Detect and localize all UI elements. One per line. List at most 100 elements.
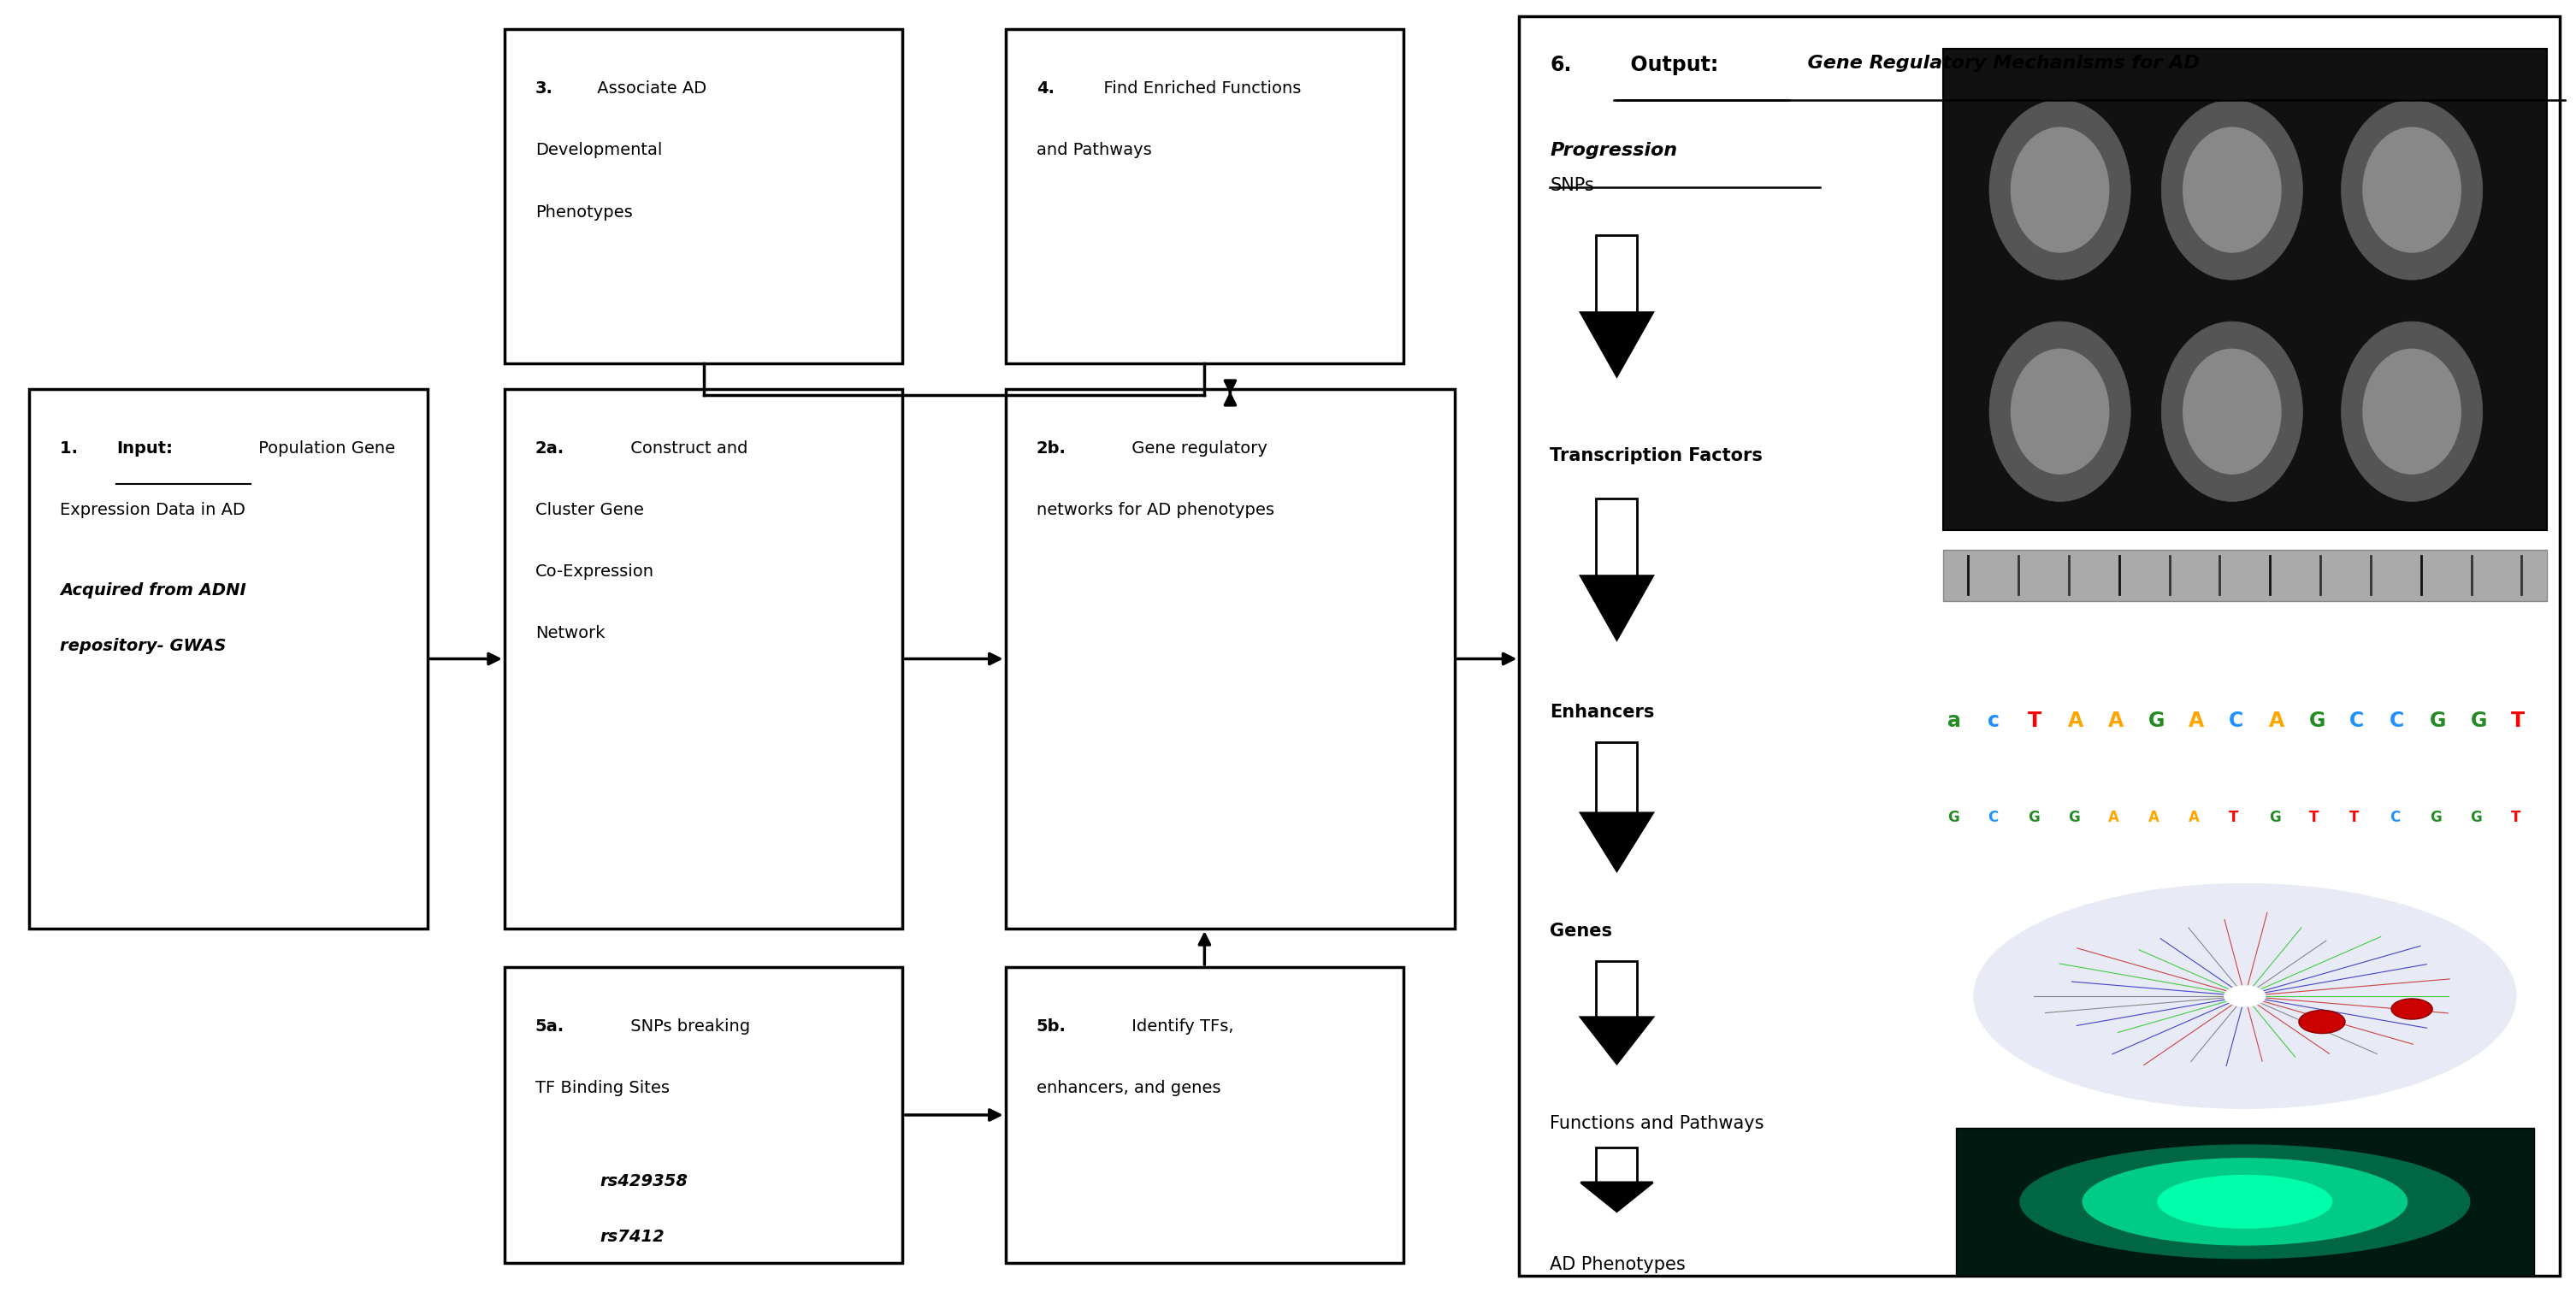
Ellipse shape — [1973, 884, 2517, 1109]
Text: Acquired from ADNI: Acquired from ADNI — [59, 583, 247, 598]
Text: T: T — [2027, 711, 2040, 731]
Ellipse shape — [2362, 349, 2460, 474]
Ellipse shape — [2362, 127, 2460, 253]
Text: Identify TFs,: Identify TFs, — [1126, 1018, 1234, 1035]
Text: A: A — [2190, 711, 2205, 731]
Text: Output:: Output: — [1618, 56, 1718, 75]
Bar — [1942, 49, 2548, 530]
Text: G: G — [2429, 711, 2447, 731]
Text: repository- GWAS: repository- GWAS — [59, 638, 227, 654]
Text: T: T — [2512, 810, 2519, 826]
Polygon shape — [1582, 1017, 1654, 1063]
Text: SNPs breaking: SNPs breaking — [626, 1018, 750, 1035]
Text: Functions and Pathways: Functions and Pathways — [1551, 1115, 1765, 1132]
Text: and Pathways: and Pathways — [1036, 142, 1151, 159]
Text: G: G — [2308, 711, 2326, 731]
Text: Input:: Input: — [116, 441, 173, 456]
Text: Network: Network — [536, 625, 605, 642]
Text: rs429358: rs429358 — [600, 1173, 688, 1189]
Ellipse shape — [2009, 349, 2110, 474]
Text: 1.: 1. — [59, 441, 85, 456]
Text: C: C — [2391, 810, 2401, 826]
Text: C: C — [2228, 711, 2244, 731]
Text: a: a — [1947, 711, 1960, 731]
Text: A: A — [2190, 810, 2200, 826]
Text: A: A — [2107, 711, 2123, 731]
Text: c: c — [1986, 711, 1999, 731]
Text: G: G — [1947, 810, 1958, 826]
Text: T: T — [2308, 810, 2318, 826]
Text: G: G — [2069, 810, 2079, 826]
Bar — [1942, 549, 2548, 601]
Text: 3.: 3. — [536, 80, 554, 97]
Text: Gene regulatory: Gene regulatory — [1126, 441, 1267, 456]
Ellipse shape — [2182, 127, 2282, 253]
Circle shape — [2391, 999, 2432, 1019]
Text: SNPs: SNPs — [1551, 177, 1595, 194]
Bar — [1520, 17, 2561, 1275]
Bar — [1005, 968, 1404, 1262]
Bar — [1942, 633, 2548, 851]
Polygon shape — [1582, 313, 1654, 376]
Bar — [505, 30, 902, 363]
Ellipse shape — [1989, 322, 2130, 501]
Text: G: G — [2470, 711, 2486, 731]
Text: Gene Regulatory Mechanisms for AD: Gene Regulatory Mechanisms for AD — [1793, 56, 2200, 72]
Bar — [1597, 961, 1638, 1017]
Text: Associate AD: Associate AD — [592, 80, 706, 97]
Text: 5b.: 5b. — [1036, 1018, 1066, 1035]
Text: 2b.: 2b. — [1036, 441, 1066, 456]
Ellipse shape — [2161, 322, 2303, 501]
Polygon shape — [1582, 1182, 1654, 1212]
Text: rs7412: rs7412 — [600, 1229, 665, 1244]
Text: AD Phenotypes: AD Phenotypes — [1551, 1256, 1685, 1274]
Text: Expression Data in AD: Expression Data in AD — [59, 503, 245, 518]
Ellipse shape — [2156, 1174, 2331, 1229]
Text: Construct and: Construct and — [626, 441, 747, 456]
Text: C: C — [2391, 711, 2403, 731]
Ellipse shape — [2081, 1158, 2409, 1245]
Text: G: G — [2470, 810, 2483, 826]
Text: T: T — [2228, 810, 2239, 826]
Text: C: C — [1986, 810, 1999, 826]
Bar — [505, 968, 902, 1262]
Text: 6.: 6. — [1551, 56, 1571, 75]
Text: G: G — [2148, 711, 2164, 731]
Text: networks for AD phenotypes: networks for AD phenotypes — [1036, 503, 1275, 518]
Text: G: G — [2269, 810, 2280, 826]
Text: 5a.: 5a. — [536, 1018, 564, 1035]
Text: A: A — [2107, 810, 2120, 826]
Text: A: A — [2148, 810, 2159, 826]
Polygon shape — [1582, 813, 1654, 871]
Bar — [1597, 1147, 1638, 1182]
Polygon shape — [1582, 576, 1654, 640]
Bar — [1597, 235, 1638, 313]
Text: T: T — [2512, 711, 2524, 731]
Text: G: G — [2429, 810, 2442, 826]
Text: TF Binding Sites: TF Binding Sites — [536, 1080, 670, 1097]
Text: Progression: Progression — [1551, 142, 1677, 159]
Text: T: T — [2349, 810, 2360, 826]
Text: C: C — [2349, 711, 2365, 731]
Text: G: G — [2027, 810, 2040, 826]
Ellipse shape — [2342, 322, 2483, 501]
Ellipse shape — [2182, 349, 2282, 474]
Text: 4.: 4. — [1036, 80, 1054, 97]
Text: Population Gene: Population Gene — [252, 441, 394, 456]
Text: Co-Expression: Co-Expression — [536, 563, 654, 580]
Bar — [1955, 1128, 2535, 1275]
Text: Phenotypes: Phenotypes — [536, 204, 634, 220]
Text: Find Enriched Functions: Find Enriched Functions — [1092, 80, 1301, 97]
Ellipse shape — [1989, 99, 2130, 280]
Text: Cluster Gene: Cluster Gene — [536, 503, 644, 518]
Text: enhancers, and genes: enhancers, and genes — [1036, 1080, 1221, 1097]
Text: 2a.: 2a. — [536, 441, 564, 456]
Bar — [1597, 499, 1638, 576]
Text: Developmental: Developmental — [536, 142, 662, 159]
Ellipse shape — [2020, 1145, 2470, 1258]
Ellipse shape — [2342, 99, 2483, 280]
Text: Transcription Factors: Transcription Factors — [1551, 447, 1762, 464]
Bar — [1597, 743, 1638, 813]
Text: Enhancers: Enhancers — [1551, 704, 1654, 721]
Ellipse shape — [2161, 99, 2303, 280]
